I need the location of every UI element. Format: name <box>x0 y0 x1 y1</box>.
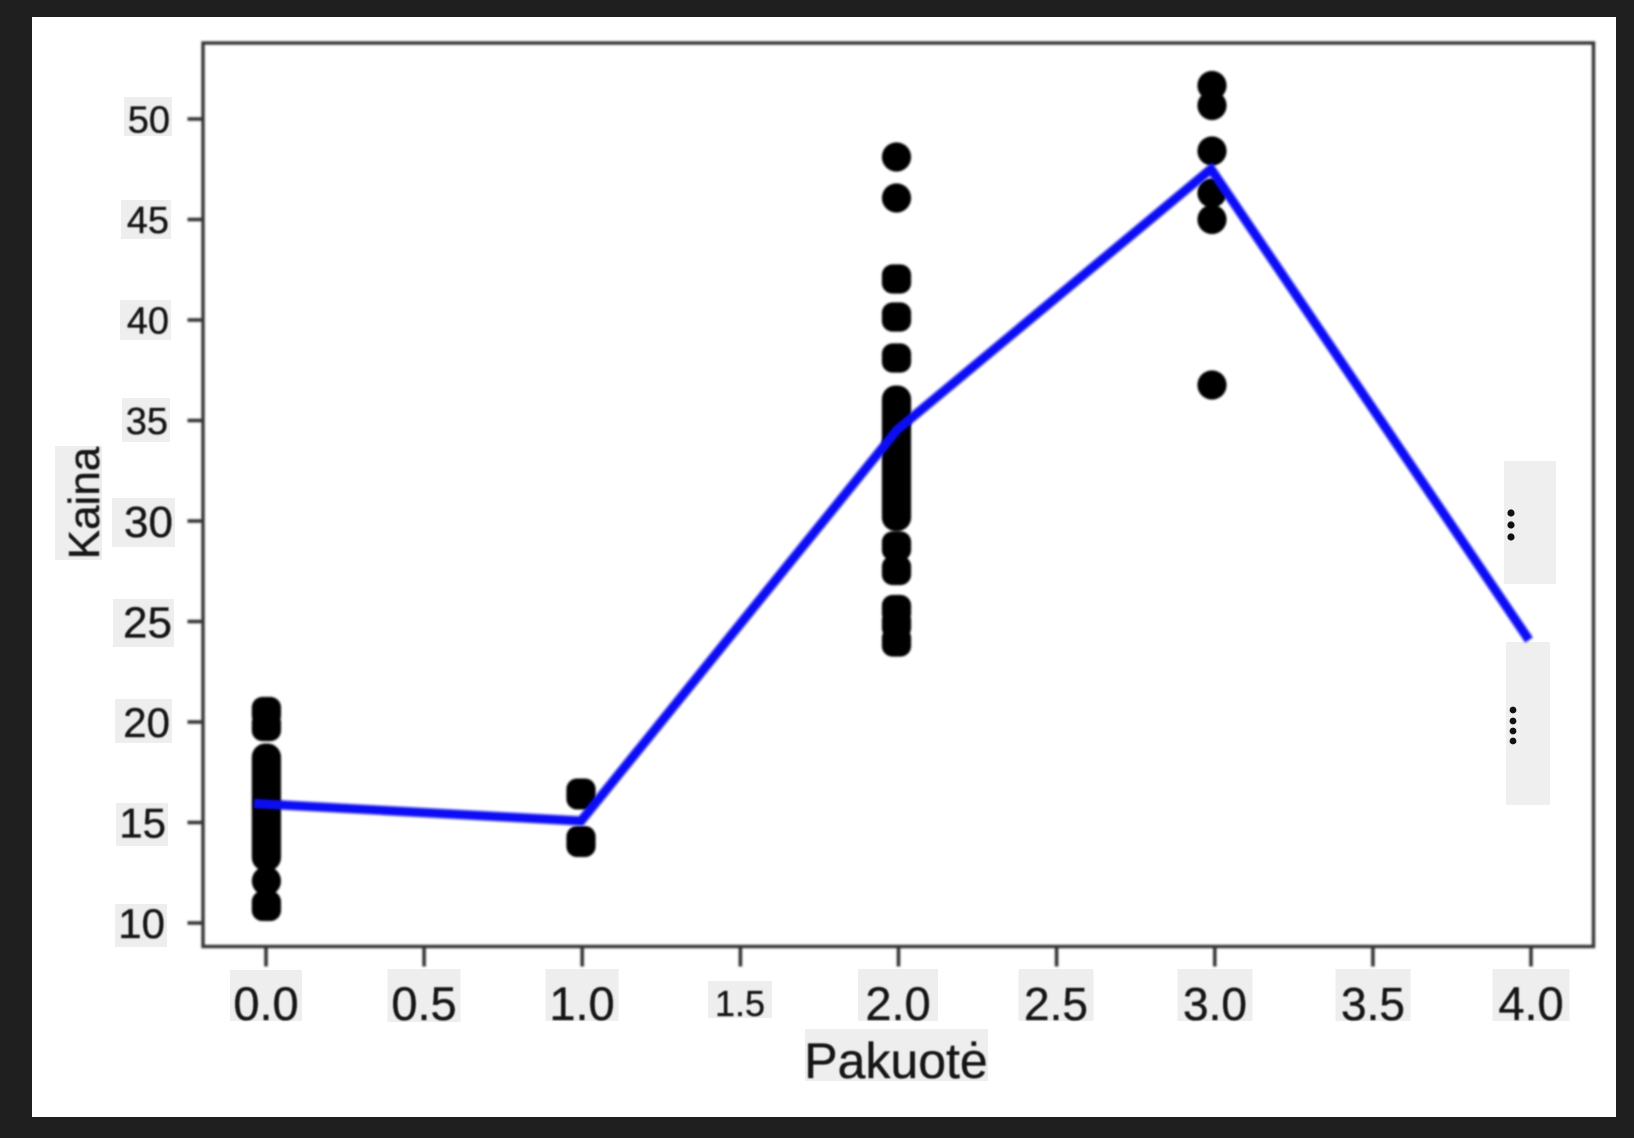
svg-text:3.5: 3.5 <box>1341 978 1405 1030</box>
svg-text:3.0: 3.0 <box>1183 978 1247 1030</box>
svg-text:30: 30 <box>124 498 173 547</box>
svg-text:2.0: 2.0 <box>865 977 930 1030</box>
svg-text:15: 15 <box>119 800 166 847</box>
svg-text:1.5: 1.5 <box>715 983 765 1024</box>
svg-text:Kaina: Kaina <box>60 446 109 559</box>
svg-text:25: 25 <box>123 598 172 647</box>
svg-text:2.5: 2.5 <box>1024 978 1088 1030</box>
svg-text:Pakuotė: Pakuotė <box>804 1033 987 1089</box>
svg-text:10: 10 <box>118 900 165 947</box>
svg-text:45: 45 <box>127 200 169 242</box>
svg-text:50: 50 <box>128 100 170 142</box>
svg-text:1.0: 1.0 <box>549 977 614 1030</box>
svg-text:4.0: 4.0 <box>1498 977 1563 1030</box>
svg-text:0.5: 0.5 <box>391 977 456 1030</box>
svg-text:35: 35 <box>126 401 168 443</box>
svg-text:0.0: 0.0 <box>233 977 298 1030</box>
svg-text:20: 20 <box>123 699 170 746</box>
svg-text:40: 40 <box>127 301 169 343</box>
